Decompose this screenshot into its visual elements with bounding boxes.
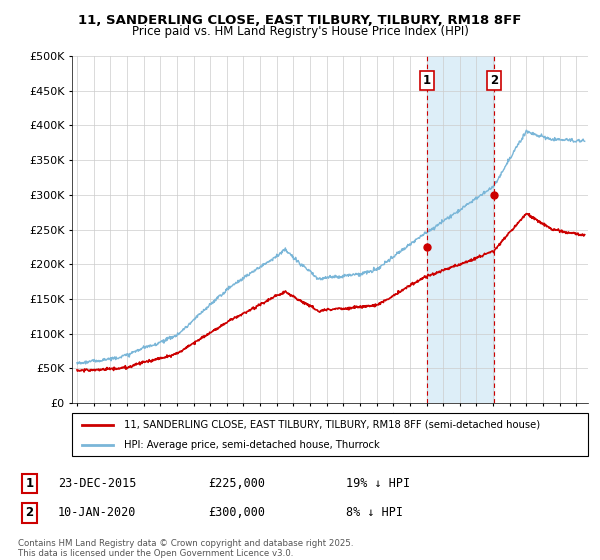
Text: 1: 1 — [25, 477, 34, 490]
Text: 19% ↓ HPI: 19% ↓ HPI — [346, 477, 410, 490]
Bar — [427, 56, 494, 403]
Text: Contains HM Land Registry data © Crown copyright and database right 2025.
This d: Contains HM Land Registry data © Crown c… — [18, 539, 353, 558]
Text: Price paid vs. HM Land Registry's House Price Index (HPI): Price paid vs. HM Land Registry's House … — [131, 25, 469, 38]
Text: 2: 2 — [25, 506, 34, 520]
Text: 1: 1 — [422, 74, 431, 87]
Text: 2: 2 — [490, 74, 498, 87]
Text: HPI: Average price, semi-detached house, Thurrock: HPI: Average price, semi-detached house,… — [124, 441, 379, 450]
Text: 11, SANDERLING CLOSE, EAST TILBURY, TILBURY, RM18 8FF: 11, SANDERLING CLOSE, EAST TILBURY, TILB… — [79, 14, 521, 27]
Text: 8% ↓ HPI: 8% ↓ HPI — [346, 506, 403, 520]
Text: 23-DEC-2015: 23-DEC-2015 — [58, 477, 136, 490]
Text: 11, SANDERLING CLOSE, EAST TILBURY, TILBURY, RM18 8FF (semi-detached house): 11, SANDERLING CLOSE, EAST TILBURY, TILB… — [124, 419, 540, 430]
Text: £300,000: £300,000 — [208, 506, 265, 520]
Text: £225,000: £225,000 — [208, 477, 265, 490]
Text: 10-JAN-2020: 10-JAN-2020 — [58, 506, 136, 520]
